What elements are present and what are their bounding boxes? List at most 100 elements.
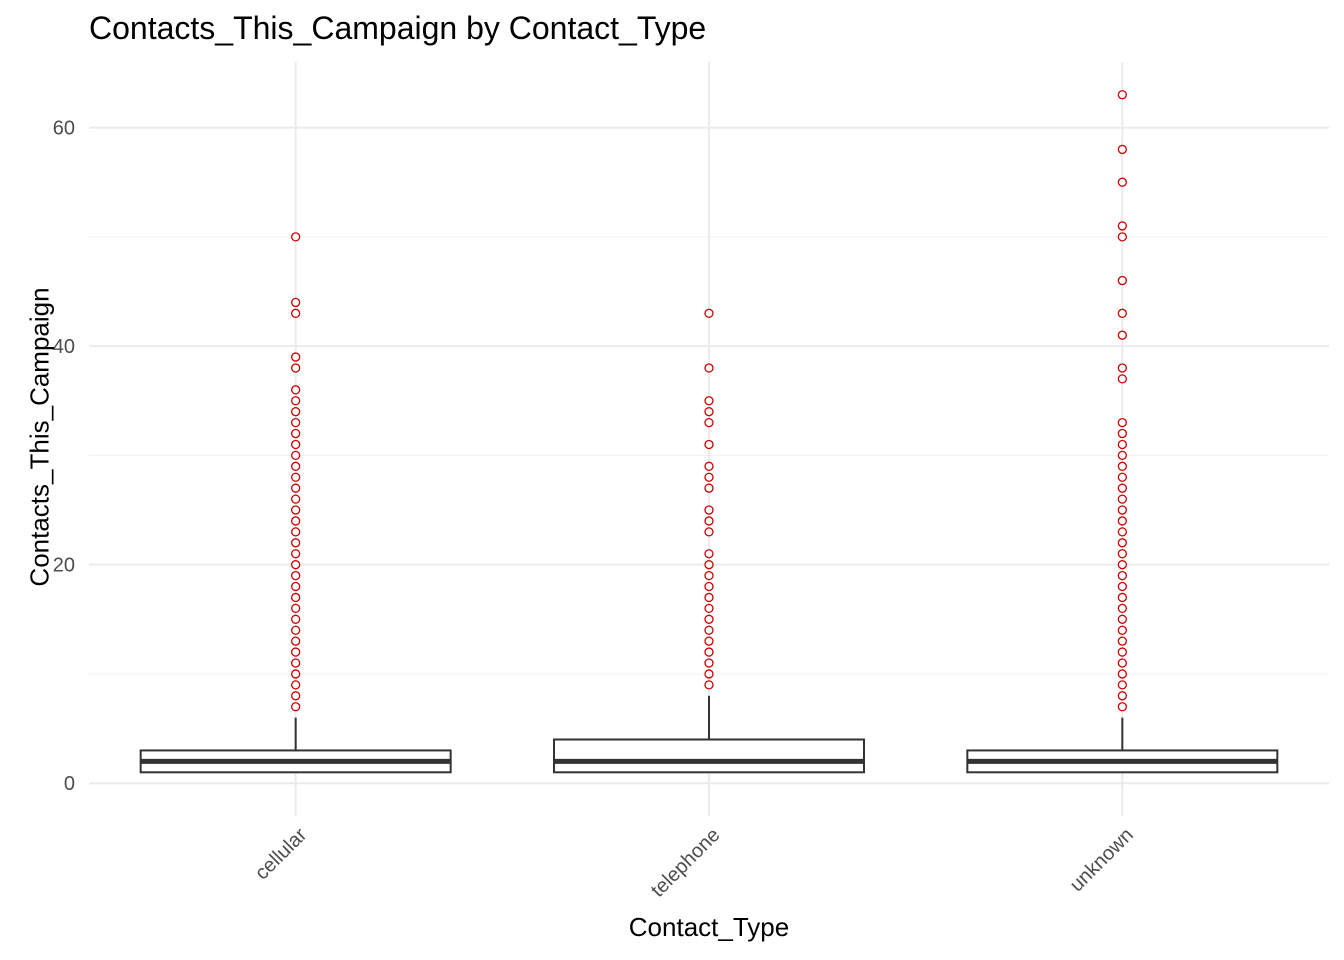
outlier-point bbox=[1117, 592, 1127, 603]
outlier-point bbox=[291, 428, 301, 439]
outlier-point bbox=[1117, 538, 1127, 548]
outlier-point bbox=[704, 483, 714, 493]
outlier-point bbox=[1117, 374, 1127, 384]
outlier-point bbox=[291, 625, 301, 635]
outlier-point bbox=[291, 658, 301, 668]
outlier-point bbox=[291, 450, 301, 461]
outlier-point bbox=[1117, 275, 1127, 286]
outlier-point bbox=[1117, 505, 1127, 515]
outlier-point bbox=[1117, 680, 1127, 690]
outlier-point bbox=[1117, 232, 1127, 242]
outlier-point bbox=[1117, 177, 1127, 187]
outlier-layer bbox=[291, 90, 1127, 712]
outlier-point bbox=[291, 560, 301, 570]
outlier-point bbox=[1117, 647, 1127, 657]
outlier-point bbox=[1117, 461, 1127, 471]
outlier-point bbox=[704, 669, 714, 679]
x-tick-label: telephone bbox=[647, 824, 725, 902]
outlier-point bbox=[1117, 363, 1127, 373]
outlier-point bbox=[291, 581, 301, 592]
x-tick-label: cellular bbox=[251, 824, 312, 885]
outlier-point bbox=[1117, 483, 1127, 493]
x-axis-title: Contact_Type bbox=[628, 912, 790, 942]
outlier-point bbox=[1117, 581, 1127, 592]
outlier-point bbox=[704, 461, 714, 471]
outlier-point bbox=[704, 680, 714, 690]
outlier-point bbox=[291, 570, 301, 581]
outlier-point bbox=[1117, 614, 1127, 624]
outlier-point bbox=[704, 363, 714, 373]
outlier-point bbox=[291, 308, 301, 318]
y-tick-label: 20 bbox=[53, 555, 75, 577]
outlier-point bbox=[1117, 570, 1127, 581]
box-telephone bbox=[553, 695, 865, 774]
outlier-point bbox=[704, 527, 714, 537]
outlier-point bbox=[704, 407, 714, 417]
outlier-point bbox=[291, 647, 301, 657]
y-axis-ticks: 0 20 40 60 bbox=[53, 118, 75, 796]
outlier-point bbox=[291, 702, 301, 712]
outlier-point bbox=[291, 538, 301, 548]
outlier-point bbox=[704, 647, 714, 657]
outlier-point bbox=[704, 439, 714, 450]
outlier-point bbox=[291, 527, 301, 537]
outlier-point bbox=[1117, 417, 1127, 428]
outlier-point bbox=[291, 472, 301, 482]
outlier-point bbox=[291, 680, 301, 690]
outlier-point bbox=[1117, 439, 1127, 450]
outlier-point bbox=[1117, 658, 1127, 668]
y-axis-title: Contacts_This_Campaign bbox=[24, 287, 55, 587]
outlier-point bbox=[291, 636, 301, 646]
outlier-point bbox=[291, 439, 301, 450]
outlier-point bbox=[1117, 669, 1127, 679]
chart-title: Contacts_This_Campaign by Contact_Type bbox=[89, 10, 707, 46]
outlier-point bbox=[704, 636, 714, 646]
outlier-point bbox=[1117, 625, 1127, 635]
outlier-point bbox=[704, 592, 714, 603]
outlier-point bbox=[291, 396, 301, 406]
outlier-point bbox=[1117, 527, 1127, 537]
outlier-point bbox=[704, 581, 714, 592]
outlier-point bbox=[1117, 308, 1127, 318]
outlier-point bbox=[704, 658, 714, 668]
outlier-point bbox=[291, 417, 301, 428]
y-tick-label: 60 bbox=[53, 118, 75, 140]
iqr-box bbox=[553, 738, 865, 774]
outlier-point bbox=[704, 396, 714, 406]
outlier-point bbox=[291, 549, 301, 559]
outlier-point bbox=[291, 352, 301, 362]
box-layer bbox=[139, 695, 1279, 774]
outlier-point bbox=[291, 505, 301, 515]
outlier-point bbox=[291, 483, 301, 493]
outlier-point bbox=[1117, 221, 1127, 231]
outlier-point bbox=[291, 691, 301, 701]
outlier-point bbox=[291, 232, 301, 242]
outlier-point bbox=[1117, 691, 1127, 701]
outlier-point bbox=[1117, 144, 1127, 155]
outlier-point bbox=[704, 417, 714, 428]
outlier-point bbox=[1117, 330, 1127, 340]
x-tick-label: unknown bbox=[1066, 824, 1138, 896]
outlier-point bbox=[704, 570, 714, 581]
outlier-point bbox=[1117, 90, 1127, 100]
outlier-point bbox=[1117, 494, 1127, 504]
box-cellular bbox=[139, 717, 452, 774]
outlier-point bbox=[704, 505, 714, 515]
outlier-point bbox=[704, 308, 714, 318]
outlier-point bbox=[1117, 428, 1127, 439]
outlier-point bbox=[291, 494, 301, 504]
outlier-point bbox=[704, 549, 714, 559]
outlier-point bbox=[291, 407, 301, 417]
outlier-point bbox=[291, 385, 301, 395]
outlier-point bbox=[1117, 472, 1127, 482]
outlier-point bbox=[291, 297, 301, 308]
outlier-point bbox=[291, 461, 301, 471]
outlier-point bbox=[704, 614, 714, 624]
y-tick-label: 0 bbox=[64, 773, 75, 795]
outlier-point bbox=[1117, 702, 1127, 712]
outlier-point bbox=[291, 603, 301, 614]
box-unknown bbox=[966, 717, 1279, 774]
outlier-point bbox=[1117, 549, 1127, 559]
outlier-point bbox=[704, 472, 714, 482]
outlier-point bbox=[1117, 603, 1127, 614]
